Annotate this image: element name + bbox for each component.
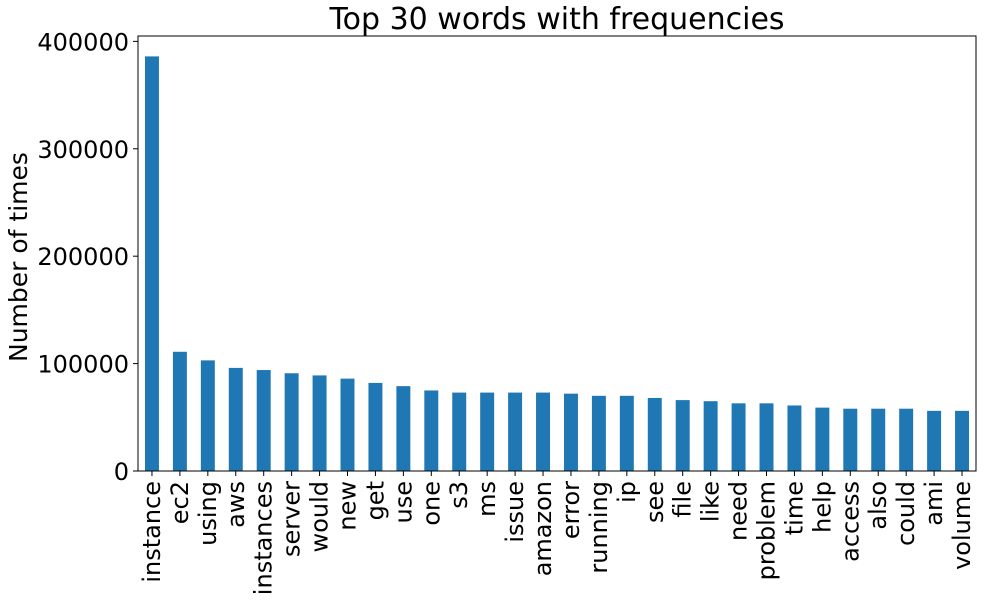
x-axis-ticks: instance ec2 using aws instances server would n… <box>138 471 976 595</box>
x-tick-label: ip <box>613 481 641 503</box>
y-tick-label: 0 <box>114 458 129 486</box>
x-tick-label: help <box>808 481 836 533</box>
x-tick-label: also <box>864 481 892 530</box>
bar-server <box>284 373 299 471</box>
bar-new <box>340 378 355 471</box>
x-tick-label: s3 <box>445 481 473 509</box>
x-tick-label: would <box>306 481 334 552</box>
bar-instance <box>144 56 159 471</box>
bar-ami <box>927 410 942 471</box>
chart-title: Top 30 words with frequencies <box>329 2 785 37</box>
x-tick-label: volume <box>948 481 976 570</box>
x-tick-label: problem <box>753 481 781 580</box>
y-tick-label: 300000 <box>37 136 129 164</box>
bar-ip <box>619 395 634 471</box>
y-tick-label: 200000 <box>37 243 129 271</box>
bar-use <box>396 386 411 471</box>
x-tick-label: error <box>557 481 585 539</box>
bar-ms <box>480 392 495 471</box>
x-tick-label: need <box>725 481 753 541</box>
x-tick-label: ms <box>473 481 501 517</box>
bar-help <box>815 407 830 471</box>
x-tick-label: issue <box>501 481 529 543</box>
y-axis-ticks: 0 100000 200000 300000 400000 <box>37 28 138 486</box>
bar-issue <box>508 392 523 471</box>
y-tick-label: 100000 <box>37 351 129 379</box>
bar-access <box>843 408 858 471</box>
bar-need <box>731 403 746 471</box>
bar-see <box>647 397 662 471</box>
x-tick-label: new <box>334 481 362 531</box>
bar-s3 <box>452 392 467 471</box>
x-tick-label: amazon <box>529 481 557 576</box>
x-tick-label: see <box>641 481 669 523</box>
x-tick-label: aws <box>222 481 250 528</box>
x-tick-label: file <box>669 481 697 518</box>
bar-problem <box>759 403 774 471</box>
bar-file <box>675 400 690 471</box>
x-tick-label: ami <box>920 481 948 526</box>
bar-would <box>312 375 327 471</box>
x-tick-label: could <box>892 481 920 546</box>
plot-frame <box>137 35 977 472</box>
bar-volume <box>955 410 970 471</box>
bar-get <box>368 382 383 471</box>
bar-also <box>871 408 886 471</box>
bar-time <box>787 405 802 471</box>
bar-one <box>424 390 439 471</box>
bar-amazon <box>536 392 551 471</box>
x-tick-label: running <box>585 481 613 574</box>
x-tick-label: time <box>780 481 808 535</box>
bar-ec2 <box>172 351 187 471</box>
bar-using <box>200 360 215 471</box>
bar-instances <box>256 370 271 471</box>
x-tick-label: like <box>697 481 725 522</box>
x-tick-label: server <box>278 481 306 557</box>
x-tick-label: access <box>836 481 864 562</box>
bar-could <box>899 408 914 471</box>
x-tick-label: use <box>389 481 417 523</box>
bar-running <box>591 395 606 471</box>
bar-like <box>703 401 718 471</box>
x-tick-label: instances <box>250 481 278 595</box>
x-tick-label: ec2 <box>166 481 194 524</box>
bars <box>144 56 970 471</box>
x-tick-label: get <box>361 481 389 520</box>
x-tick-label: one <box>417 481 445 526</box>
x-tick-label: using <box>194 481 222 546</box>
y-tick-label: 400000 <box>37 28 129 56</box>
bar-error <box>563 393 578 471</box>
x-tick-label: instance <box>138 481 166 583</box>
bar-aws <box>228 367 243 471</box>
